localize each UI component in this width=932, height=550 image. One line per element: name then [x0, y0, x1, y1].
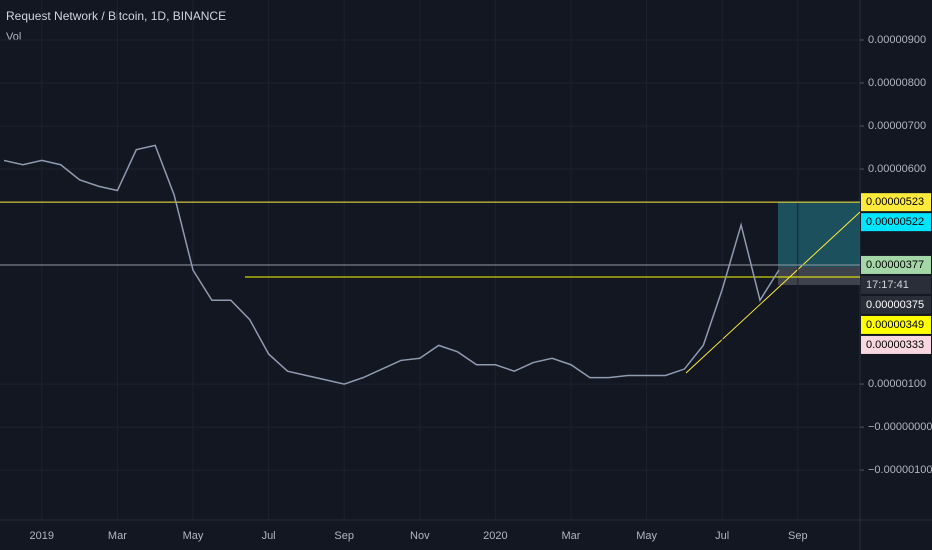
y-tick-label: 0.00000800	[868, 77, 926, 89]
chart-title: Request Network / Bitcoin, 1D, BINANCE	[6, 9, 226, 23]
level-label-bg	[861, 315, 931, 334]
level-label: 0.00000523	[866, 196, 924, 208]
x-tick-label: Sep	[788, 530, 808, 542]
level-label-bg	[861, 335, 931, 354]
x-tick-label: Mar	[562, 530, 581, 542]
level-label: 0.00000522	[866, 216, 924, 228]
x-tick-label: May	[183, 530, 204, 542]
level-label: 0.00000375	[866, 299, 924, 311]
x-tick-label: Nov	[410, 530, 430, 542]
price-line	[3, 144, 780, 385]
x-tick-label: May	[636, 530, 657, 542]
x-tick-label: Jul	[262, 530, 276, 542]
volume-label: Vol	[6, 31, 21, 43]
position-profit-zone	[778, 202, 860, 267]
level-label: 0.00000349	[866, 319, 924, 331]
y-tick-label: −0.00000000	[868, 421, 932, 433]
level-label-bg	[861, 193, 931, 212]
x-tick-label: Jul	[715, 530, 729, 542]
countdown-bg	[861, 275, 931, 294]
y-tick-label: 0.00000900	[868, 34, 926, 46]
level-label: 0.00000377	[866, 259, 924, 271]
trend-line	[685, 211, 861, 374]
x-tick-label: 2020	[483, 530, 507, 542]
y-tick-label: −0.00000100	[868, 464, 932, 476]
position-loss-zone	[778, 267, 860, 285]
y-tick-label: 0.00000600	[868, 163, 926, 175]
y-tick-label: 0.00000100	[868, 378, 926, 390]
level-label-bg	[861, 213, 931, 232]
level-label: 0.00000333	[866, 339, 924, 351]
level-label-bg	[861, 255, 931, 274]
level-label-bg	[861, 295, 931, 314]
x-tick-label: Mar	[108, 530, 127, 542]
x-tick-label: 2019	[30, 530, 54, 542]
y-tick-label: 0.00000700	[868, 120, 926, 132]
x-tick-label: Sep	[334, 530, 354, 542]
countdown: 17:17:41	[866, 279, 909, 291]
